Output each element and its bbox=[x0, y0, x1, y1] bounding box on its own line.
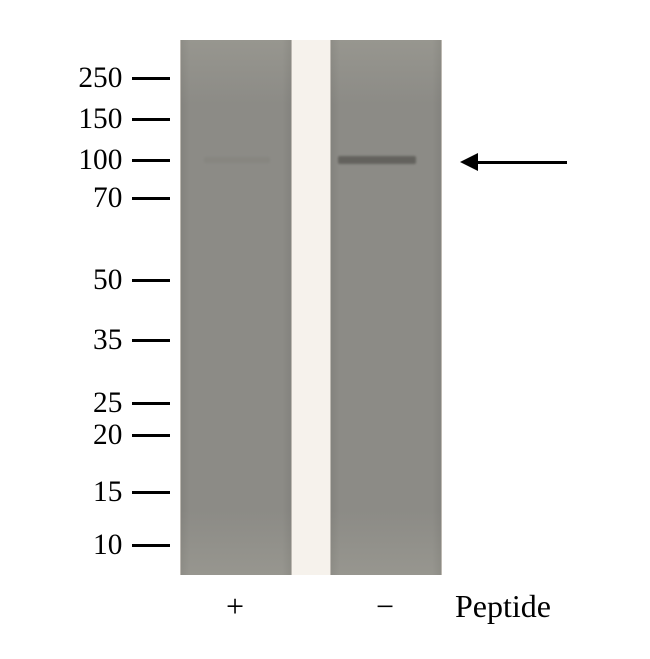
ladder-tick-label: 70 bbox=[0, 182, 132, 215]
ladder-tick-label: 35 bbox=[0, 324, 132, 357]
arrow-shaft bbox=[478, 161, 567, 164]
ladder-tick-label: 10 bbox=[0, 529, 132, 562]
ladder-tick-mark bbox=[132, 118, 170, 121]
ladder-tick-label: 250 bbox=[0, 62, 132, 95]
ladder-tick-label: 25 bbox=[0, 387, 132, 420]
ladder-tick-mark bbox=[132, 77, 170, 80]
condition-label-minus: − bbox=[370, 588, 400, 625]
ladder-tick-label: 50 bbox=[0, 264, 132, 297]
band bbox=[338, 156, 416, 164]
ladder-tick-mark bbox=[132, 339, 170, 342]
ladder-tick-mark bbox=[132, 544, 170, 547]
ladder-tick-mark bbox=[132, 159, 170, 162]
lane bbox=[330, 40, 442, 575]
ladder-tick-mark bbox=[132, 197, 170, 200]
ladder-tick: 100 bbox=[0, 144, 170, 177]
condition-axis-title: Peptide bbox=[455, 588, 551, 625]
ladder-tick-label: 20 bbox=[0, 419, 132, 452]
ladder-tick: 10 bbox=[0, 529, 170, 562]
ladder-tick: 150 bbox=[0, 103, 170, 136]
ladder-tick: 250 bbox=[0, 62, 170, 95]
ladder-tick-mark bbox=[132, 434, 170, 437]
ladder-tick: 15 bbox=[0, 476, 170, 509]
band bbox=[204, 157, 270, 163]
ladder-tick-mark bbox=[132, 402, 170, 405]
ladder-tick: 25 bbox=[0, 387, 170, 420]
lane bbox=[180, 40, 292, 575]
condition-label-plus: + bbox=[220, 588, 250, 625]
ladder-tick-mark bbox=[132, 279, 170, 282]
western-blot-figure: 250 150 100 70 50 35 2520 15 10 + − Peptide bbox=[0, 0, 650, 659]
ladder-tick: 35 bbox=[0, 324, 170, 357]
arrow-head-icon bbox=[460, 153, 478, 171]
ladder-tick-label: 15 bbox=[0, 476, 132, 509]
ladder-tick-label: 150 bbox=[0, 103, 132, 136]
ladder-tick-mark bbox=[132, 491, 170, 494]
ladder-tick: 50 bbox=[0, 264, 170, 297]
arrow bbox=[460, 153, 567, 171]
ladder-tick: 70 bbox=[0, 182, 170, 215]
ladder-tick: 20 bbox=[0, 419, 170, 452]
ladder-tick-label: 100 bbox=[0, 144, 132, 177]
